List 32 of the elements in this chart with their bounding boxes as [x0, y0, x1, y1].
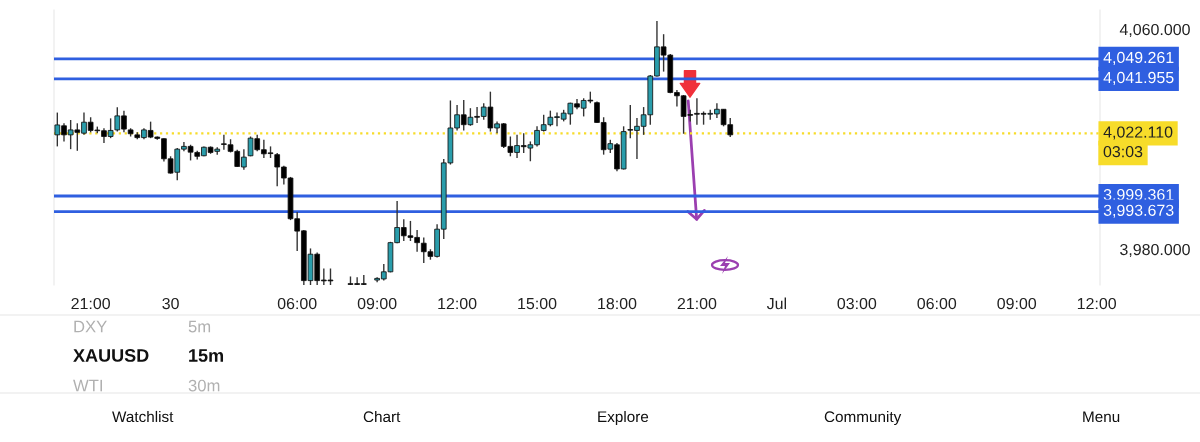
text: 03:03: [1103, 145, 1143, 158]
x-tick-label: 06:00: [917, 297, 957, 310]
x-tick-label: 15:00: [518, 297, 557, 310]
x-tick-label: 21:00: [677, 297, 717, 310]
text: 5m: [188, 320, 211, 333]
text: XAUUSD: [73, 349, 149, 362]
x-tick-label: 30: [162, 297, 179, 310]
text: DXY: [74, 320, 107, 333]
x-tick-label: 06:00: [277, 297, 317, 310]
x-tick-label: 12:00: [1077, 297, 1117, 310]
x-tick-label: 03:00: [837, 297, 877, 310]
text: Explore: [598, 410, 649, 426]
text: WTI: [73, 379, 103, 392]
text: Community: [824, 410, 902, 426]
y-tick-label: 4,060.000: [1119, 23, 1190, 38]
x-tick-label: 18:00: [598, 297, 637, 310]
x-tick-label: 12:00: [438, 297, 477, 310]
text: Menu: [1083, 411, 1120, 423]
ref-line-label: 4,049.261: [1103, 51, 1174, 65]
ref-line-label: 3,999.361: [1103, 188, 1174, 203]
text: Chart: [363, 410, 401, 423]
ref-line-label: 4,041.955: [1103, 71, 1174, 86]
ref-line-label: 3,993.673: [1103, 204, 1174, 218]
x-tick-label: Jul: [766, 297, 787, 310]
x-tick-label: 09:00: [997, 297, 1037, 310]
x-tick-label: 09:00: [357, 297, 397, 310]
x-tick-label: 21:00: [71, 297, 111, 310]
text: Watchlist: [112, 410, 174, 423]
ref-line-label: 4,022.110: [1103, 126, 1173, 140]
text: 15m: [189, 349, 224, 362]
y-tick-label: 3,980.000: [1120, 243, 1190, 258]
text: 30m: [188, 379, 220, 392]
